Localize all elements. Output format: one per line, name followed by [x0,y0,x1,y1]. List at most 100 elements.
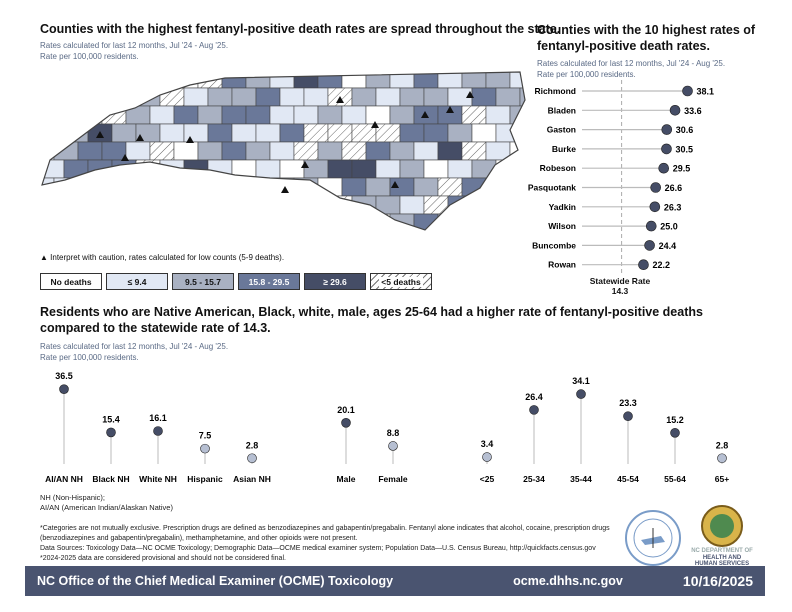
lollipop-dot [576,389,586,399]
category-label: Male [337,474,356,484]
county [423,123,449,143]
caution-text: Interpret with caution, rates calculated… [50,253,285,262]
demo-subtitle: Rates calculated for last 12 months, Jul… [40,341,228,363]
statewide-rate-value: 14.3 [611,286,629,296]
county [269,141,295,161]
county [485,105,511,125]
value-label: 23.3 [619,398,637,408]
map-subtitle-line: Rates calculated for last 12 months, Jul… [40,41,229,50]
map-subtitle-line: Rate per 100,000 residents. [40,52,139,61]
county [461,177,487,197]
county [231,123,257,143]
county [317,213,343,230]
county [437,141,463,161]
county [317,72,343,89]
county [461,105,487,125]
legend-item: 9.5 - 15.7 [172,273,234,290]
county [495,123,521,143]
county [461,141,487,161]
legend-label: <5 deaths [379,276,423,287]
lollipop-dot [106,427,116,438]
category-label: 65+ [715,474,729,484]
county [293,177,319,197]
lollipop-dot [388,441,398,451]
county [365,72,391,89]
county [221,72,247,89]
county [293,105,319,125]
nc-county-map [41,71,526,240]
county [351,87,377,107]
county [42,123,65,143]
warning-triangle-icon [301,161,309,168]
value-label: 26.3 [664,202,682,212]
category-label: White NH [139,474,177,484]
county [111,87,137,107]
lollipop-dot [341,417,351,428]
value-label: 30.5 [675,144,693,154]
county [159,159,185,179]
county [413,141,439,161]
county-label: Rowan [548,260,576,270]
county [207,195,233,215]
footer-website-link[interactable]: ocme.dhhs.nc.gov [513,574,623,588]
county [173,177,199,197]
county [327,123,353,143]
county [399,195,425,215]
county [399,87,425,107]
abbrev-line: AI/AN (American Indian/Alaskan Native) [40,503,173,512]
county [42,159,65,179]
county-label: Burke [552,144,576,154]
county [365,213,391,230]
category-label: Asian NH [233,474,271,484]
county-label: Bladen [548,105,576,115]
county [183,87,209,107]
county [207,87,233,107]
county [77,105,103,125]
county [341,213,367,230]
value-label: 38.1 [697,87,715,97]
county [437,213,463,230]
footer-bar: NC Office of the Chief Medical Examiner … [25,566,765,596]
statewide-rate-label: Statewide Rate 14.3 [585,276,655,296]
category-label: 55-64 [664,474,686,484]
county [53,105,79,125]
county [197,105,223,125]
value-label: 25.0 [660,222,678,232]
county [101,213,127,230]
county [279,195,305,215]
county [63,123,89,143]
category-label: AI/AN NH [45,474,83,484]
value-label: 29.5 [673,164,691,174]
county [423,87,449,107]
legend-label: 9.5 - 15.7 [185,276,221,287]
county [63,87,89,107]
category-label: Hispanic [187,474,223,484]
county [111,123,137,143]
county [269,177,295,197]
county [101,141,127,161]
county [87,87,113,107]
county [232,232,256,240]
county [125,141,151,161]
county [269,105,295,125]
category-label: 45-54 [617,474,639,484]
county [485,213,511,230]
county [304,232,328,240]
county [269,213,295,230]
county [173,141,199,161]
demo-title: Residents who are Native American, Black… [40,304,703,336]
county [375,123,401,143]
county [149,72,175,89]
county [293,72,319,89]
county [245,105,271,125]
warning-triangle-icon [336,96,344,103]
county [245,213,271,230]
county [197,141,223,161]
county [424,232,448,240]
lollipop-dot [649,201,661,213]
county [423,159,449,179]
county [351,159,377,179]
top10-title: Counties with the 10 highest rates of fen… [537,22,755,54]
footer-date: 10/16/2025 [682,573,753,589]
county [42,195,65,215]
